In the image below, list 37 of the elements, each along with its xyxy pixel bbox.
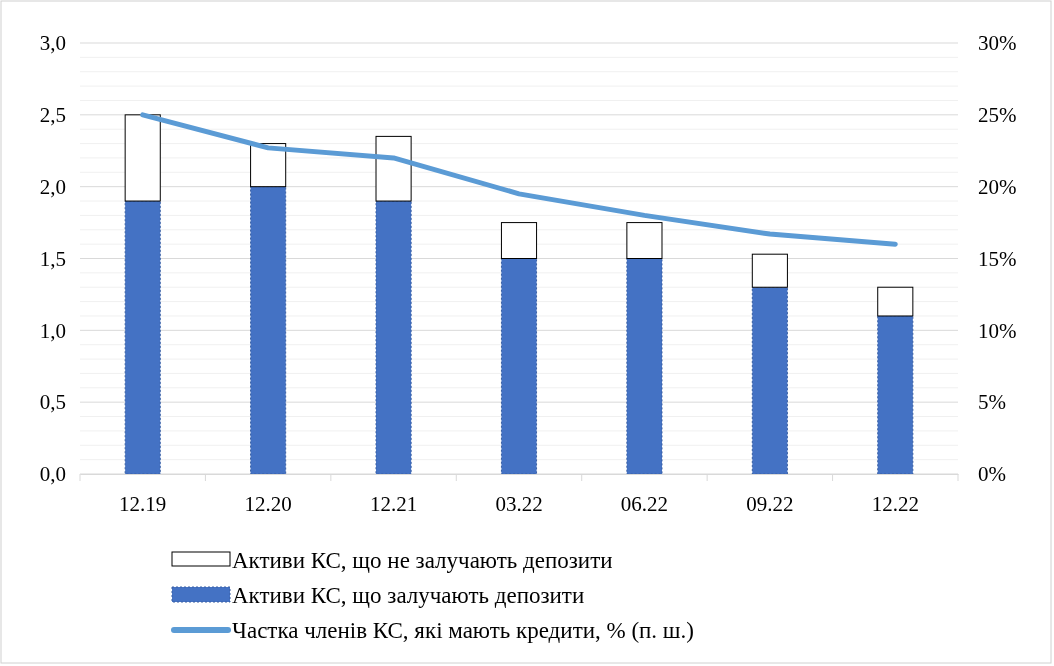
legend-label: Активи КС, що залучають депозити [232,583,585,608]
bar [500,222,538,259]
y2-tick-label: 10% [978,318,1017,343]
legend-label: Частка членів КС, які мають кредити, % (п. ш.) [232,618,694,643]
y2-tick-label: 5% [978,390,1006,415]
bar [877,286,914,317]
y-tick-label: 2,5 [39,103,66,128]
y2-tick-label: 15% [978,246,1017,271]
y2-tick-label: 0% [978,462,1006,487]
bar [375,200,412,475]
bar [375,135,412,202]
bar [626,222,663,259]
y-tick-label: 3,0 [39,31,66,56]
y-tick-label: 0,0 [39,462,66,487]
y2-tick-label: 20% [978,174,1017,199]
y-tick-label: 1,0 [39,318,66,343]
bar [877,315,914,475]
bar [124,114,161,202]
bar [250,186,287,475]
x-tick-label: 09.22 [746,491,794,516]
bar [124,200,161,475]
x-tick-label: 12.21 [369,491,418,516]
x-tick-label: 12.20 [244,491,292,516]
y2-tick-label: 30% [978,31,1017,56]
y-tick-label: 2,0 [39,174,66,199]
x-tick-label: 12.19 [119,491,167,516]
bar [751,286,788,475]
y-tick-label: 1,5 [39,246,66,271]
bar [751,253,788,288]
bar [626,258,663,475]
legend-label: Активи КС, що не залучають депозити [232,548,613,573]
x-tick-label: 12.22 [871,491,919,516]
x-tick-label: 06.22 [620,491,669,516]
bar [500,258,538,475]
y-tick-label: 0,5 [39,390,66,415]
x-tick-label: 03.22 [495,491,543,516]
y2-tick-label: 25% [978,103,1017,128]
